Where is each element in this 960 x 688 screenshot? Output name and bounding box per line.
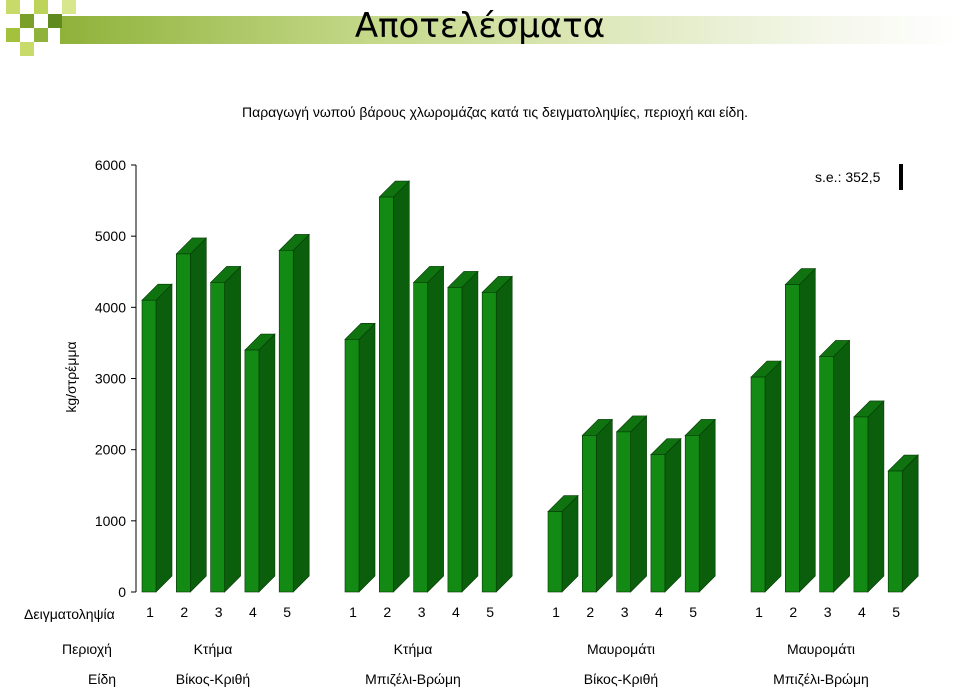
bar	[278, 250, 294, 593]
bar	[581, 435, 597, 593]
bar-side	[698, 418, 716, 593]
bar-side	[224, 265, 241, 593]
bar	[784, 284, 800, 593]
bar-side	[155, 283, 173, 593]
bar-side	[867, 400, 885, 593]
y-tick-label: 5000	[95, 228, 126, 244]
x-tick-label: 4	[655, 604, 663, 620]
y-tick-label: 0	[118, 584, 126, 600]
x-tick-label: 1	[552, 604, 560, 620]
bar	[616, 431, 631, 593]
group-species-label: Βίκος-Κριθή	[583, 671, 659, 687]
y-tick-label: 3000	[95, 371, 126, 387]
group-species-label: Βίκος-Κριθή	[175, 671, 251, 687]
bar	[650, 454, 666, 593]
group-region-label: Μαυρομάτι	[787, 641, 855, 657]
x-tick-label: 1	[349, 604, 357, 620]
x-tick-label: 1	[755, 604, 763, 620]
group-region-label: Μαυρομάτι	[587, 641, 655, 657]
bar	[547, 511, 563, 593]
x-tick-label: 5	[892, 604, 900, 620]
bar-side	[461, 270, 479, 593]
bar-side	[664, 437, 682, 593]
bar-side	[358, 322, 376, 593]
x-tick-label: 2	[180, 604, 188, 620]
x-tick-label: 3	[418, 604, 426, 620]
x-tick-label: 5	[689, 604, 697, 620]
y-tick-label: 4000	[95, 299, 126, 315]
x-tick-label: 4	[249, 604, 257, 620]
bar	[447, 287, 463, 593]
chart-title: Παραγωγή νωπού βάρους χλωρομάζας κατά τι…	[242, 104, 748, 120]
bar	[210, 282, 225, 593]
bar-side	[901, 454, 919, 593]
x-tick-label: 3	[621, 604, 629, 620]
x-tick-label: 2	[586, 604, 594, 620]
x-tick-label: 1	[146, 604, 154, 620]
bar-side	[427, 265, 444, 593]
x-tick-label: 3	[824, 604, 832, 620]
x-tick-label: 2	[789, 604, 797, 620]
bar-side	[764, 360, 782, 593]
header-gradient	[60, 16, 960, 44]
bar	[684, 435, 700, 593]
group-species-label: Μπιζέλι-Βρώμη	[773, 671, 869, 687]
bar	[819, 356, 834, 593]
x-tick-label: 5	[486, 604, 494, 620]
bar-side	[392, 180, 410, 593]
bar	[378, 196, 394, 593]
bar	[481, 292, 497, 593]
decor-square	[48, 14, 62, 28]
x-tick-label: 4	[452, 604, 460, 620]
decor-square	[34, 28, 48, 42]
y-tick-label: 6000	[95, 157, 126, 173]
bar-side	[595, 418, 613, 593]
bar-side	[258, 333, 276, 593]
bar	[244, 349, 260, 593]
standard-error-bar	[899, 164, 903, 190]
bar	[141, 299, 157, 593]
bar-side	[798, 267, 816, 593]
species-row-label: Είδη	[88, 671, 117, 687]
bar	[853, 416, 869, 593]
decor-square	[6, 0, 20, 14]
bar-side	[833, 339, 850, 593]
bar	[344, 339, 360, 593]
bar	[750, 376, 766, 593]
decor-square	[6, 28, 20, 42]
slide-title: Αποτελέσματα	[354, 6, 606, 46]
decor-square	[20, 14, 34, 28]
bar	[887, 470, 903, 593]
x-tick-label: 3	[215, 604, 223, 620]
x-tick-label: 4	[858, 604, 866, 620]
y-tick-label: 1000	[95, 513, 126, 529]
bar-side	[190, 237, 207, 593]
bar	[413, 282, 428, 593]
region-row-label: Περιοχή	[62, 641, 112, 657]
x-tick-label: 5	[283, 604, 291, 620]
group-species-label: Μπιζέλι-Βρώμη	[365, 671, 461, 687]
sample-row-label: Δειγματοληψία	[24, 606, 115, 622]
decor-square	[20, 42, 34, 56]
standard-error-label: s.e.: 352,5	[815, 169, 881, 185]
decor-square	[62, 0, 76, 14]
decor-square	[34, 0, 48, 14]
bar-side	[630, 415, 647, 593]
y-tick-label: 2000	[95, 442, 126, 458]
bar	[176, 253, 191, 593]
bar-side	[561, 494, 579, 593]
header-band	[0, 0, 960, 56]
bar-side	[495, 275, 513, 593]
bar-side	[292, 233, 310, 593]
group-region-label: Κτήμα	[393, 641, 433, 657]
group-region-label: Κτήμα	[193, 641, 233, 657]
x-tick-label: 2	[383, 604, 391, 620]
